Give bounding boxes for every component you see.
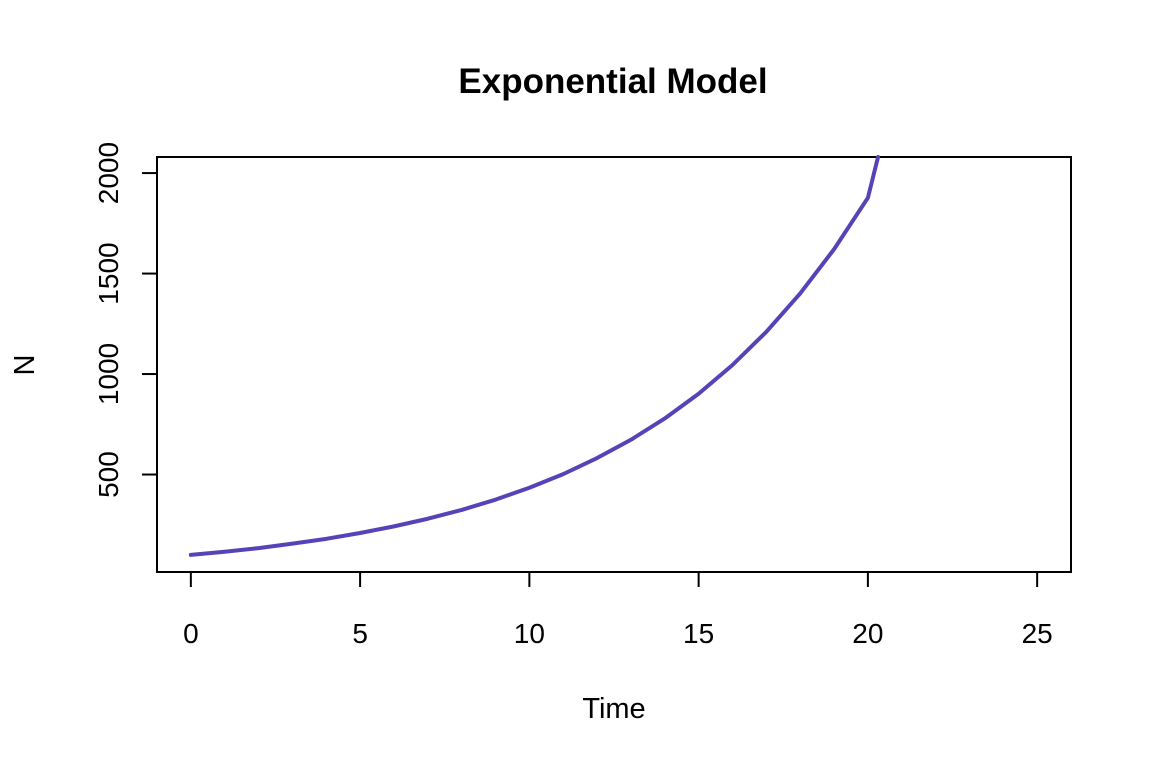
x-tick-label: 0 [183, 618, 199, 649]
x-tick-label: 10 [514, 618, 545, 649]
chart-title: Exponential Model [458, 62, 767, 101]
y-tick-label: 2000 [93, 142, 124, 204]
series-line [188, 155, 881, 557]
x-axis-label: Time [582, 693, 645, 725]
y-tick-label: 1500 [93, 242, 124, 304]
x-tick-label: 25 [1022, 618, 1053, 649]
y-axis: 500 1000 1500 2000 [93, 142, 158, 498]
y-axis-label: N [9, 355, 41, 376]
y-tick-label: 1000 [93, 343, 124, 405]
x-tick-label: 5 [352, 618, 368, 649]
plot-frame [156, 156, 1072, 573]
y-tick-label: 500 [93, 451, 124, 498]
x-axis: 0 5 10 15 20 25 [183, 571, 1053, 649]
x-tick-label: 20 [852, 618, 883, 649]
x-tick-label: 15 [683, 618, 714, 649]
